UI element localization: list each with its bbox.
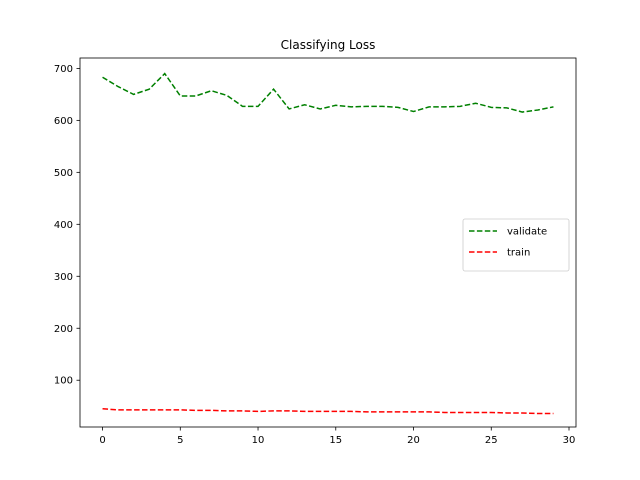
series-lines (102, 72, 554, 415)
series-line-train (102, 408, 554, 415)
chart-title: Classifying Loss (281, 38, 376, 52)
series-line-validate (102, 72, 554, 113)
legend: validate train (462, 218, 570, 272)
y-tick-label: 300 (54, 272, 73, 283)
x-tick-label: 10 (252, 435, 265, 446)
y-tick-label: 400 (54, 220, 73, 231)
y-tick-label: 500 (54, 168, 73, 179)
y-tick-label: 600 (54, 116, 73, 127)
x-axis: 0 5 10 15 20 25 30 (99, 427, 575, 446)
x-tick-label: 5 (177, 435, 183, 446)
y-tick-label: 700 (54, 64, 73, 75)
plot-area-frame (79, 57, 577, 428)
x-tick-label: 25 (485, 435, 498, 446)
x-tick-label: 30 (563, 435, 576, 446)
y-axis: 100 200 300 400 500 600 700 (54, 64, 80, 387)
x-tick-label: 0 (99, 435, 105, 446)
legend-box (462, 218, 570, 272)
legend-label-validate: validate (507, 227, 547, 238)
legend-label-train: train (507, 248, 530, 259)
y-tick-label: 200 (54, 324, 73, 335)
y-tick-label: 100 (54, 376, 73, 387)
x-tick-label: 15 (329, 435, 342, 446)
x-tick-label: 20 (407, 435, 420, 446)
